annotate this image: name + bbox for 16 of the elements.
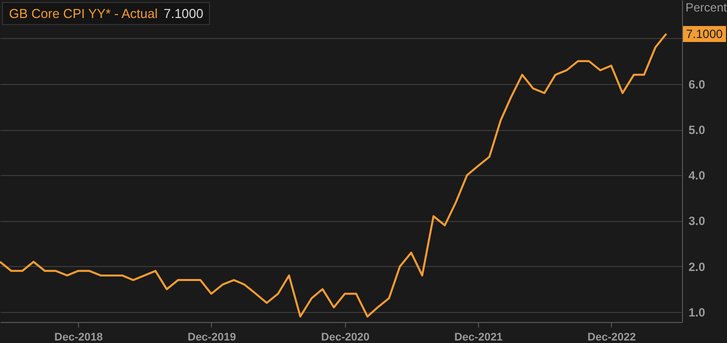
x-tick-label: Dec-2018	[54, 332, 103, 343]
y-tick-label: 3.0	[688, 214, 706, 228]
y-tick-label: 2.0	[688, 260, 706, 274]
y-tick-label: 4.0	[688, 168, 706, 183]
chart-title: GB Core CPI YY* - Actual	[9, 6, 158, 21]
x-tick-label: Dec-2022	[588, 332, 636, 343]
annotation: 7.1000	[683, 26, 726, 42]
y-tick-label: 6.0	[688, 77, 706, 92]
y-tick-label: 1.0	[688, 305, 706, 320]
chart-subtitle: 7.1000	[164, 6, 204, 21]
x-tick-label: Dec-2019	[188, 332, 236, 343]
y-axis-title: Percent	[686, 0, 727, 14]
line-series	[0, 32, 668, 318]
y-tick-label: 5.0	[688, 123, 706, 138]
x-tick-label: Dec-2021	[454, 332, 503, 343]
x-tick-label: Dec-2020	[321, 332, 370, 343]
